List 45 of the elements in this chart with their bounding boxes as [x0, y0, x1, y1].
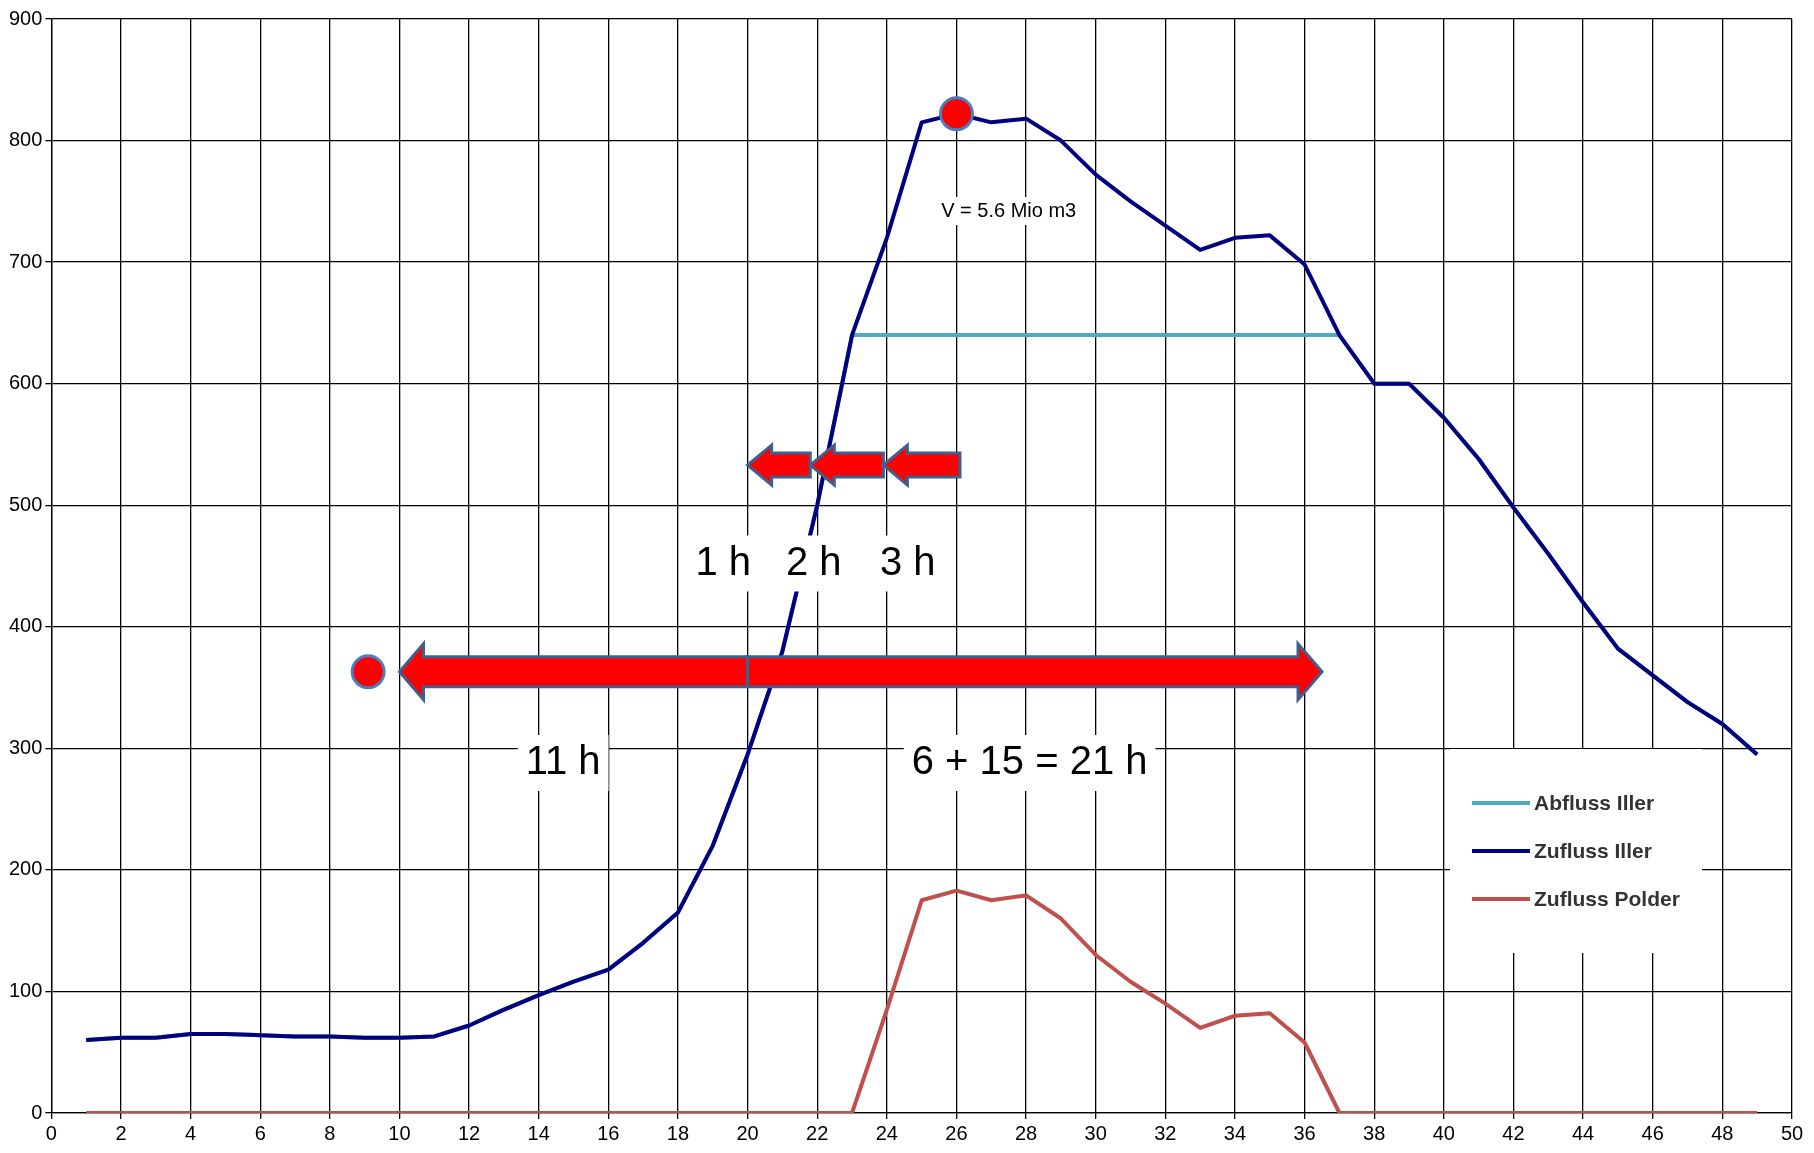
x-tick-label: 44	[1572, 1121, 1595, 1144]
y-tick-label: 300	[8, 735, 43, 758]
y-tick-label: 100	[8, 978, 43, 1001]
x-tick-label: 18	[666, 1121, 690, 1144]
x-tick-label: 38	[1363, 1121, 1386, 1144]
legend-label: Zufluss Iller	[1534, 839, 1652, 863]
x-tick-label: 24	[875, 1121, 898, 1144]
x-tick-label: 14	[527, 1121, 550, 1144]
x-tick-label: 32	[1154, 1121, 1177, 1144]
x-tick-label: 16	[597, 1121, 620, 1144]
x-tick-label: 22	[806, 1121, 829, 1144]
annotation: 3 h	[879, 538, 936, 583]
x-tick-label: 48	[1711, 1121, 1734, 1144]
x-tick-label: 2	[115, 1121, 127, 1144]
x-tick-label: 12	[458, 1121, 481, 1144]
y-tick-label: 700	[8, 249, 43, 272]
x-tick-label: 26	[945, 1121, 968, 1144]
x-tick-label: 40	[1432, 1121, 1455, 1144]
x-tick-label: 46	[1641, 1121, 1664, 1144]
annotation: V = 5.6 Mio m3	[941, 198, 1077, 221]
annotation: 11 h	[525, 737, 601, 782]
legend-label: Zufluss Polder	[1534, 887, 1680, 911]
y-tick-label: 0	[31, 1100, 43, 1123]
y-tick-label: 900	[8, 6, 43, 29]
x-tick-label: 8	[324, 1121, 336, 1144]
x-tick-label: 30	[1084, 1121, 1107, 1144]
x-tick-label: 34	[1223, 1121, 1247, 1144]
x-tick-label: 36	[1293, 1121, 1316, 1144]
x-tick-label: 6	[254, 1121, 266, 1144]
y-tick-label: 600	[8, 371, 43, 394]
y-tick-label: 200	[8, 857, 43, 880]
x-tick-label: 50	[1780, 1121, 1804, 1144]
legend-label: Abfluss Iller	[1534, 791, 1655, 815]
y-tick-label: 500	[8, 492, 43, 515]
y-tick-label: 800	[8, 128, 43, 151]
annotation: 1 h	[695, 538, 752, 583]
x-tick-label: 42	[1502, 1121, 1525, 1144]
x-tick-label: 0	[45, 1121, 57, 1144]
x-tick-label: 10	[388, 1121, 411, 1144]
annotation: 2 h	[785, 538, 842, 583]
y-tick-label: 400	[8, 614, 43, 637]
x-tick-label: 4	[185, 1121, 197, 1144]
annotation: 6 + 15 = 21 h	[911, 737, 1148, 782]
x-tick-label: 20	[736, 1121, 759, 1144]
x-tick-label: 28	[1015, 1121, 1038, 1144]
